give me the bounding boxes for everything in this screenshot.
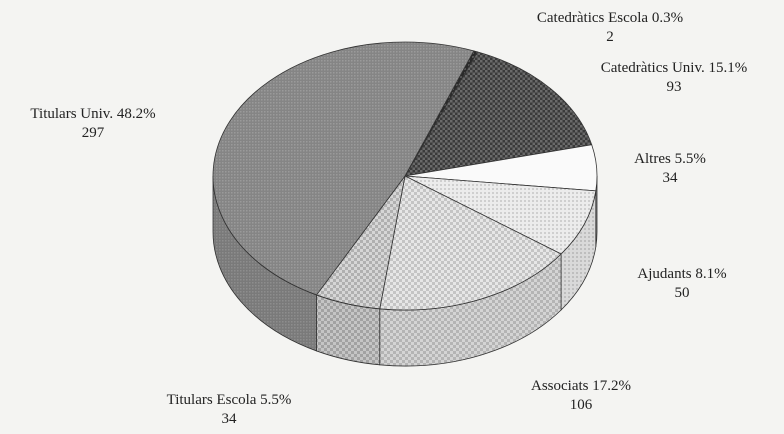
pie-label-titulars-univ: Titulars Univ. 48.2% <box>30 106 155 122</box>
pie-side-walls <box>212 175 598 367</box>
pie-value-titulars-escola: 34 <box>222 411 238 427</box>
pie-slice-titulars-univ <box>212 41 475 296</box>
pie-value-catedratics-escola: 2 <box>606 29 614 45</box>
pie-side-shade-titulars-escola <box>316 294 380 365</box>
pie-label-titulars-escola: Titulars Escola 5.5% <box>167 392 292 408</box>
pie-top-face <box>212 41 598 311</box>
pie-labels: Catedràtics Escola 0.3% 2 Catedràtics Univ… <box>30 10 747 427</box>
pie-slice-catedratics-univ <box>404 51 593 177</box>
pie-label-catedratics-escola: Catedràtics Escola 0.3% <box>537 10 683 26</box>
pie-label-ajudants: Ajudants 8.1% <box>637 266 726 282</box>
pie-value-associats: 106 <box>570 397 593 413</box>
pie-side-shade-associats <box>379 254 562 366</box>
pie-value-altres: 34 <box>663 170 679 186</box>
pie-label-altres: Altres 5.5% <box>634 151 706 167</box>
pie-label-catedratics-univ: Catedràtics Univ. 15.1% <box>601 60 748 76</box>
pie-slice-ajudants <box>404 175 597 255</box>
pie-label-associats: Associats 17.2% <box>531 378 631 394</box>
pie-value-ajudants: 50 <box>675 285 690 301</box>
pie-value-titulars-univ: 297 <box>82 125 105 141</box>
pie-side-shade-titulars-univ <box>213 176 317 351</box>
pie-side-shade-ajudants <box>561 190 596 311</box>
pie-slice-associats <box>379 175 562 311</box>
pie-value-catedratics-univ: 93 <box>667 79 682 95</box>
